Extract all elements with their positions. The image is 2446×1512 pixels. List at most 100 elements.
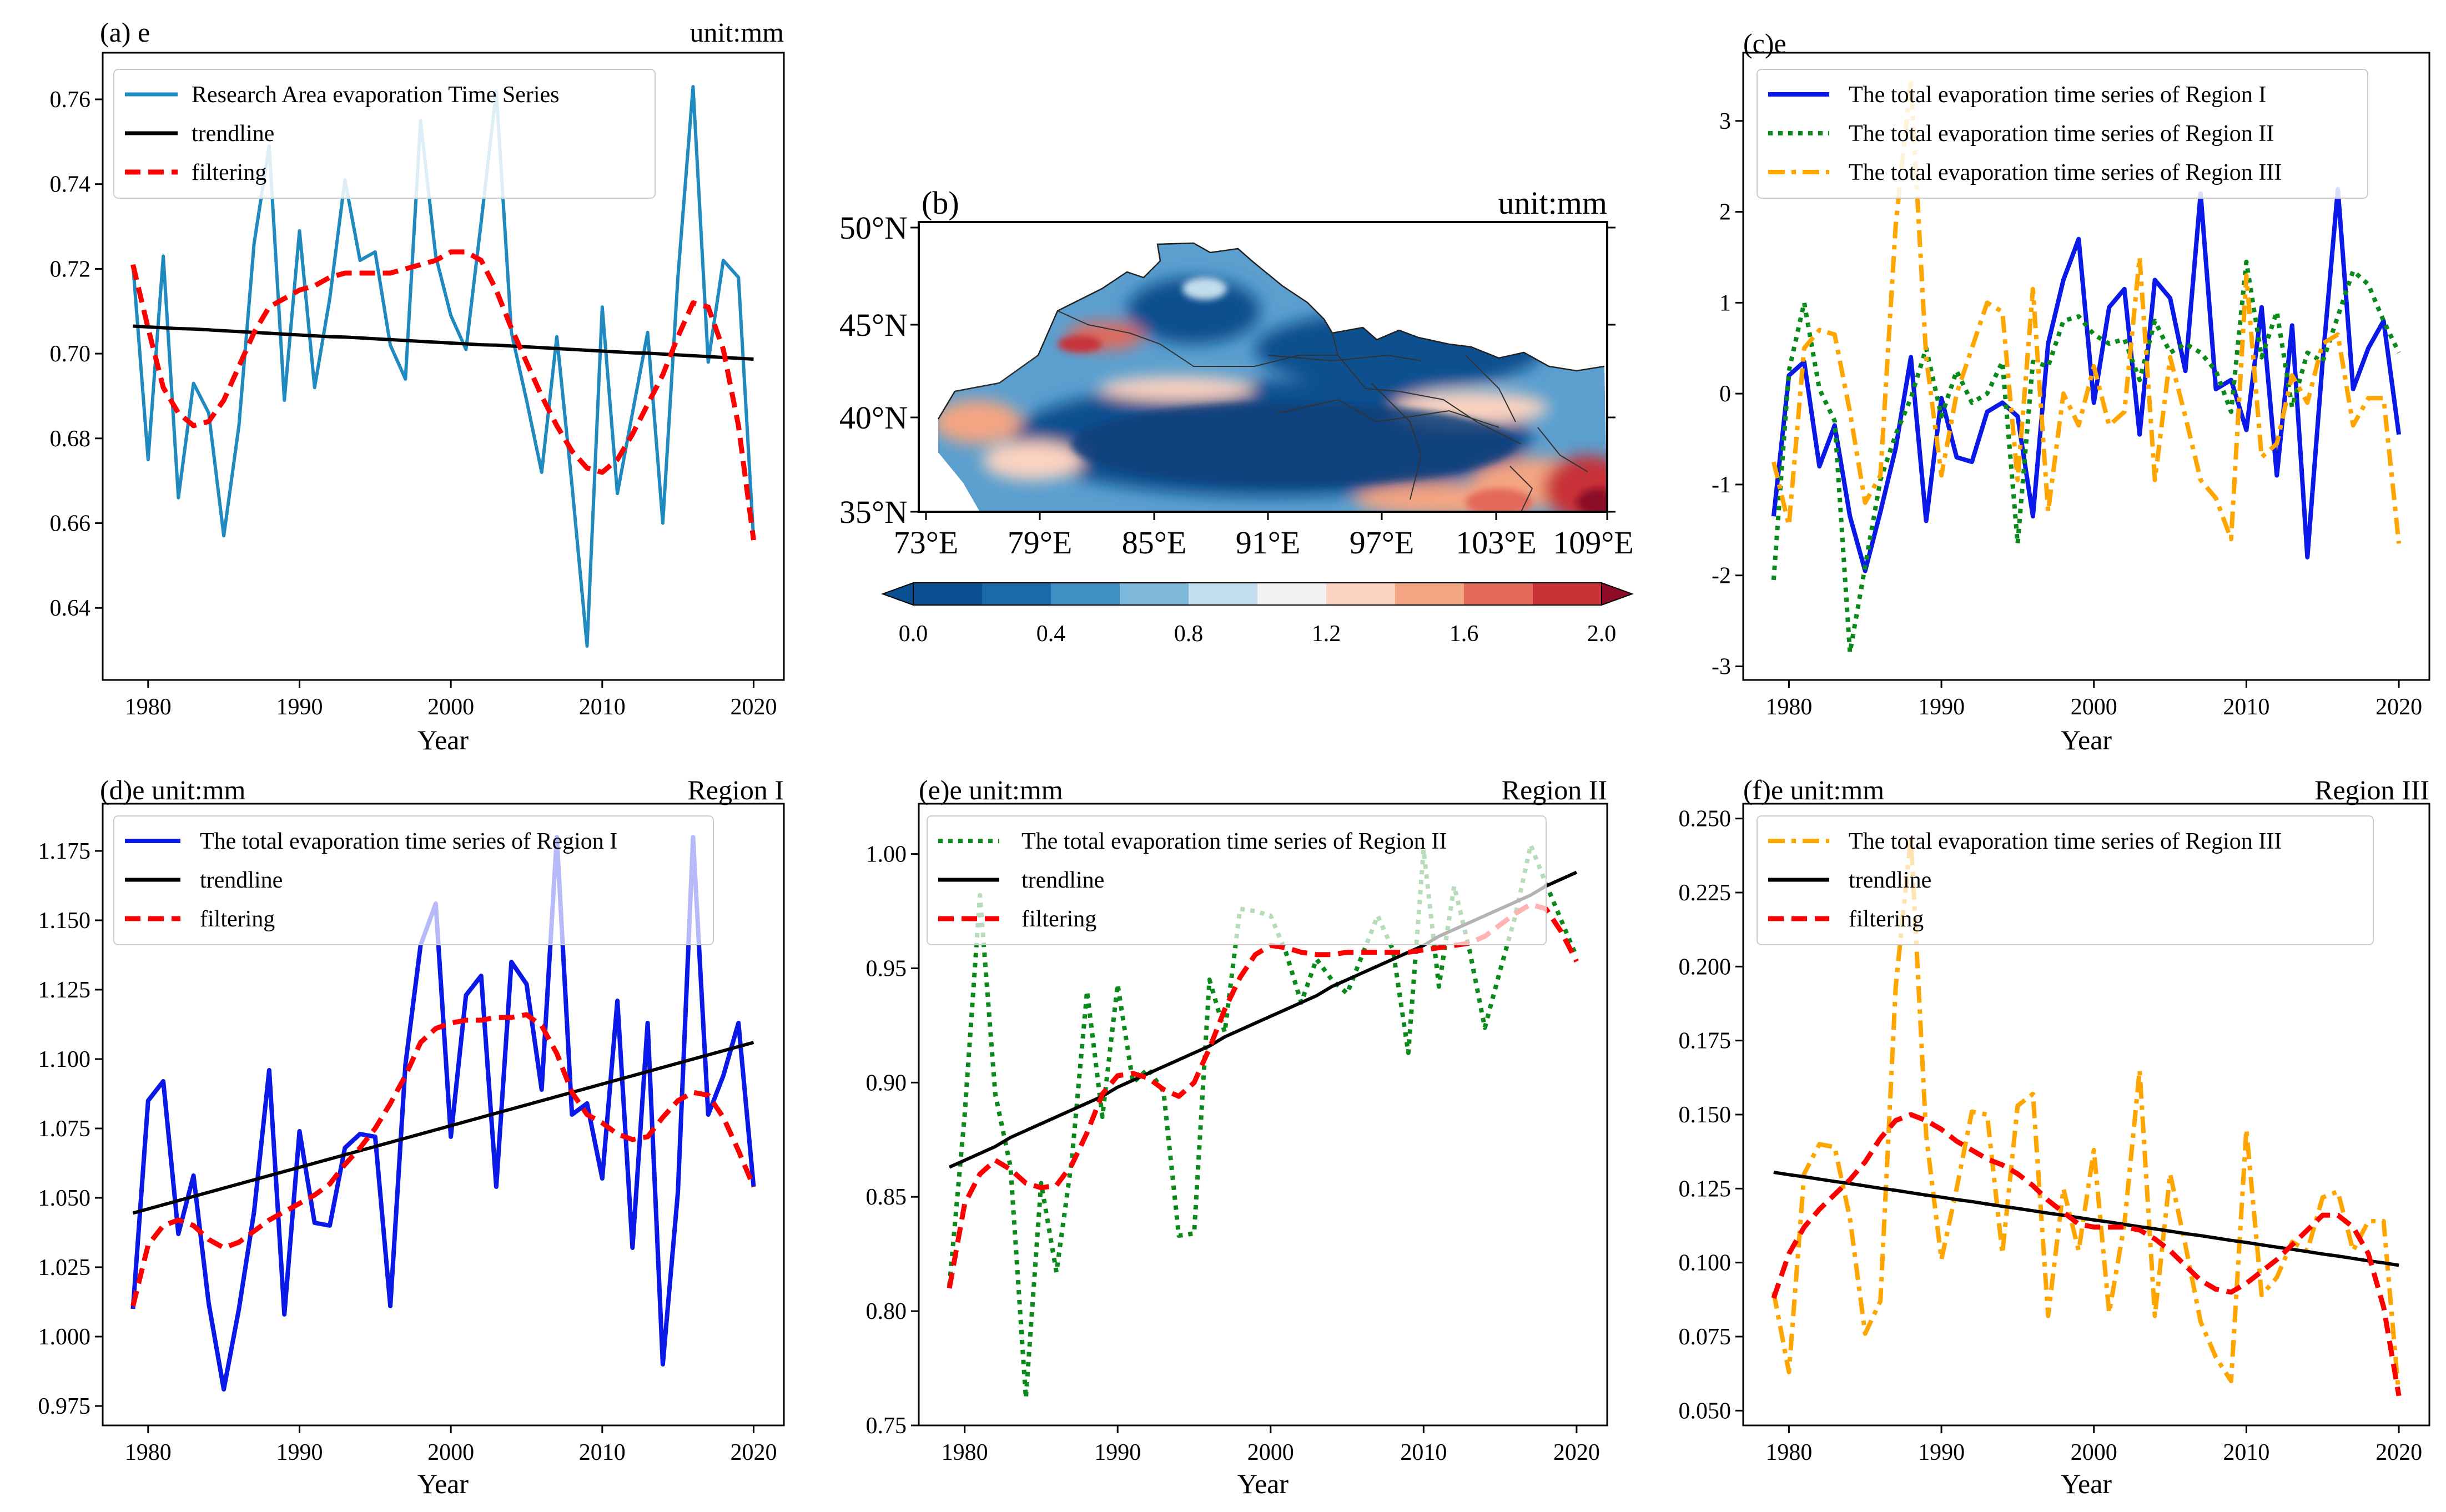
- y-tick-label: 0.66: [50, 511, 91, 537]
- y-tick-label: 0.75: [866, 1413, 907, 1439]
- y-tick-label: 0.64: [50, 596, 91, 621]
- x-tick-label: 2020: [2375, 1440, 2422, 1465]
- map-lat-ticks: 50°N 45°N 40°N 35°N: [839, 210, 1615, 530]
- x-tick-label: 2000: [2071, 694, 2117, 720]
- colorbar-segment: [1326, 583, 1396, 605]
- legend-label-trend: trendline: [1021, 868, 1104, 893]
- lat-label-40: 40°N: [839, 400, 908, 436]
- x-tick-label: 2010: [2223, 694, 2269, 720]
- map-lon-ticks: 73°E 79°E 85°E 91°E 97°E 103°E 109°E: [894, 512, 1634, 561]
- y-tick-label: 1.075: [38, 1116, 91, 1142]
- lon-label-97: 97°E: [1350, 525, 1415, 561]
- y-tick-label: 0.975: [38, 1394, 91, 1419]
- x-tick-label: 2000: [1247, 1440, 1294, 1465]
- panel-c-legend: The total evaporation time series of Reg…: [1757, 69, 2368, 199]
- panel-d-title: (d)e unit:mm: [100, 774, 246, 805]
- x-tick-label: 1980: [1765, 1440, 1812, 1465]
- panel-c-frame: [1742, 52, 2430, 681]
- legend-label-region1: The total evaporation time series of Reg…: [1849, 82, 2266, 108]
- panel-e-title: (e)e unit:mm: [919, 774, 1063, 805]
- x-tick-label: 2020: [2375, 694, 2422, 720]
- legend-box: [1757, 69, 2368, 199]
- colorbar-segment: [913, 583, 983, 605]
- y-tick-label: 1.025: [38, 1255, 91, 1281]
- colorbar-ticks: 0.0 0.4 0.8 1.2 1.6 2.0: [899, 621, 1617, 647]
- legend-label-region1: The total evaporation time series of Reg…: [200, 829, 617, 854]
- y-tick-label: 0.70: [50, 341, 91, 367]
- legend-label-region3: The total evaporation time series of Reg…: [1849, 160, 2282, 185]
- x-tick-label: 2020: [730, 1440, 777, 1465]
- colorbar-segment: [982, 583, 1051, 605]
- y-tick-label: 0.175: [1679, 1029, 1732, 1054]
- plot-d: 0.975 1.000 1.025 1.050 1.075 1.100 1.125 1.150…: [38, 835, 777, 1465]
- legend-box: [927, 815, 1547, 945]
- y-tick-label: 1.000: [38, 1324, 91, 1350]
- map-frame: [918, 221, 1608, 513]
- y-tick-label: 0.050: [1679, 1398, 1732, 1424]
- x-tick-label: 2000: [427, 1440, 474, 1465]
- panel-e-legend: The total evaporation time series of Reg…: [927, 815, 1547, 945]
- y-tick-label: 3: [1719, 109, 1731, 134]
- legend-label-region3: The total evaporation time series of Reg…: [1849, 829, 2282, 854]
- plot-f: 0.050 0.075 0.100 0.125 0.150 0.175 0.200 0.225…: [1679, 807, 2423, 1465]
- lat-label-35: 35°N: [839, 494, 908, 530]
- map-unit: unit:mm: [1498, 185, 1607, 221]
- series-line-filtering: [130, 1012, 756, 1307]
- y-tick-label: 0.80: [866, 1299, 907, 1324]
- panel-e-region: Region II: [1502, 774, 1607, 805]
- series-line-filtering: [947, 901, 1579, 1289]
- colorbar-tick-2.0: 2.0: [1587, 621, 1617, 647]
- series-line-the-total-evaporation-time-series-of-region-i: [130, 835, 756, 1392]
- colorbar-segment: [1189, 583, 1258, 605]
- y-tick-label: 0.68: [50, 426, 91, 452]
- y-tick-label: 0.200: [1679, 954, 1732, 980]
- x-tick-label: 1990: [1918, 694, 1965, 720]
- panel-f-xlabel: Year: [2061, 1468, 2112, 1499]
- colorbar-segment: [1257, 583, 1327, 605]
- y-tick-label: 0.95: [866, 956, 907, 981]
- panel-c: (c)e -3 -2 -1 0 1 2 3 1980 1990 2000 2010 2020 Year…: [1712, 28, 2430, 755]
- x-tick-label: 2010: [579, 694, 626, 720]
- panel-a: (a) e unit:mm 0.640.660.680.700.720.740.…: [50, 17, 785, 755]
- x-tick-label: 1990: [276, 694, 323, 720]
- colorbar-segment: [1395, 583, 1464, 605]
- colorbar-tick-0.0: 0.0: [899, 621, 928, 647]
- series-line-research-area-evaporation-time-series: [131, 85, 756, 648]
- x-tick-label: 2000: [427, 694, 474, 720]
- colorbar-tick-1.2: 1.2: [1312, 621, 1341, 647]
- panel-e: (e)e unit:mm Region II 0.75 0.80 0.85 0.90 0…: [866, 774, 1608, 1499]
- series-line-the-total-evaporation-time-series-of-region-i: [1771, 187, 2402, 573]
- panel-d-region: Region I: [687, 774, 784, 805]
- legend-label-trend: trendline: [192, 121, 274, 147]
- legend-label-region2: The total evaporation time series of Reg…: [1849, 121, 2274, 147]
- y-tick-label: 0.225: [1679, 880, 1732, 906]
- y-tick-label: 0.74: [50, 172, 91, 198]
- panel-f: (f)e unit:mm Region III 0.0500.0750.1000…: [1679, 774, 2430, 1499]
- colorbar-segment: [1120, 583, 1189, 605]
- colorbar-tick-0.4: 0.4: [1036, 621, 1066, 647]
- y-tick-label: 1.175: [38, 839, 91, 864]
- panel-a-unit: unit:mm: [690, 17, 784, 48]
- x-tick-label: 2010: [1400, 1440, 1447, 1465]
- panel-e-xlabel: Year: [1237, 1468, 1289, 1499]
- y-tick-label: -3: [1712, 654, 1731, 679]
- colorbar-segment: [1051, 583, 1120, 605]
- y-tick-label: 0: [1719, 381, 1731, 407]
- y-tick-label: 1.050: [38, 1186, 91, 1211]
- y-tick-label: 0.250: [1679, 807, 1732, 832]
- panel-f-legend: The total evaporation time series of Reg…: [1757, 815, 2374, 945]
- legend-label-filter: filtering: [192, 160, 266, 185]
- y-tick-label: 0.90: [866, 1070, 907, 1096]
- legend-label-trend: trendline: [200, 868, 283, 893]
- lat-label-50: 50°N: [839, 210, 908, 246]
- series-line-filtering: [130, 249, 756, 541]
- colorbar-frame: [913, 582, 1602, 606]
- legend-label-filter: filtering: [1021, 906, 1096, 932]
- panel-d-legend: The total evaporation time series of Reg…: [113, 815, 714, 945]
- plot-a: 0.64 0.66 0.68 0.70 0.72 0.74 0.76 1980 1990 2000…: [50, 85, 777, 720]
- y-tick-label: 1.125: [38, 977, 91, 1003]
- map-canvas: [919, 222, 1607, 512]
- series-line-the-total-evaporation-time-series-of-region-iii: [1771, 78, 2402, 544]
- panel-d-xlabel: Year: [417, 1468, 469, 1499]
